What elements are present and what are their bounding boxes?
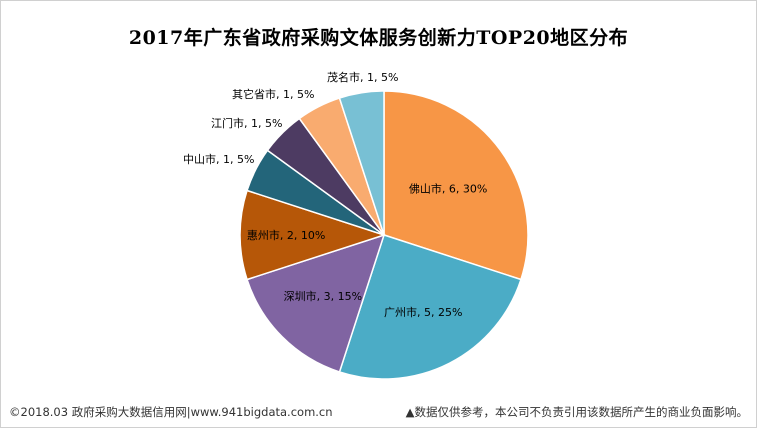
slice-label-3: 深圳市, 3, 15% (284, 289, 362, 303)
pie-slice-2 (338, 234, 522, 380)
footer-source: ©2018.03 政府采购大数据信用网|www.941bigdata.com.c… (9, 405, 333, 419)
slice-label-6: 江门市, 1, 5% (211, 116, 282, 130)
chart-title: 2017年广东省政府采购文体服务创新力TOP20地区分布 (128, 27, 629, 49)
pie-slice-3 (246, 233, 386, 373)
pie-slice-4 (239, 189, 387, 281)
footer-disclaimer: ▲数据仅供参考，本公司不负责引用该数据所产生的商业负面影响。 (405, 405, 748, 419)
slice-label-5: 中山市, 1, 5% (183, 152, 254, 166)
pie-slice-1 (383, 90, 529, 281)
pie-slice-8 (338, 90, 385, 236)
slice-label-8: 茂名市, 1, 5% (327, 70, 398, 84)
slice-label-4: 惠州市, 2, 10% (247, 228, 325, 242)
slice-label-1: 佛山市, 6, 30% (409, 181, 487, 195)
slice-label-7: 其它省市, 1, 5% (232, 87, 314, 101)
slice-label-2: 广州市, 5, 25% (384, 305, 462, 319)
